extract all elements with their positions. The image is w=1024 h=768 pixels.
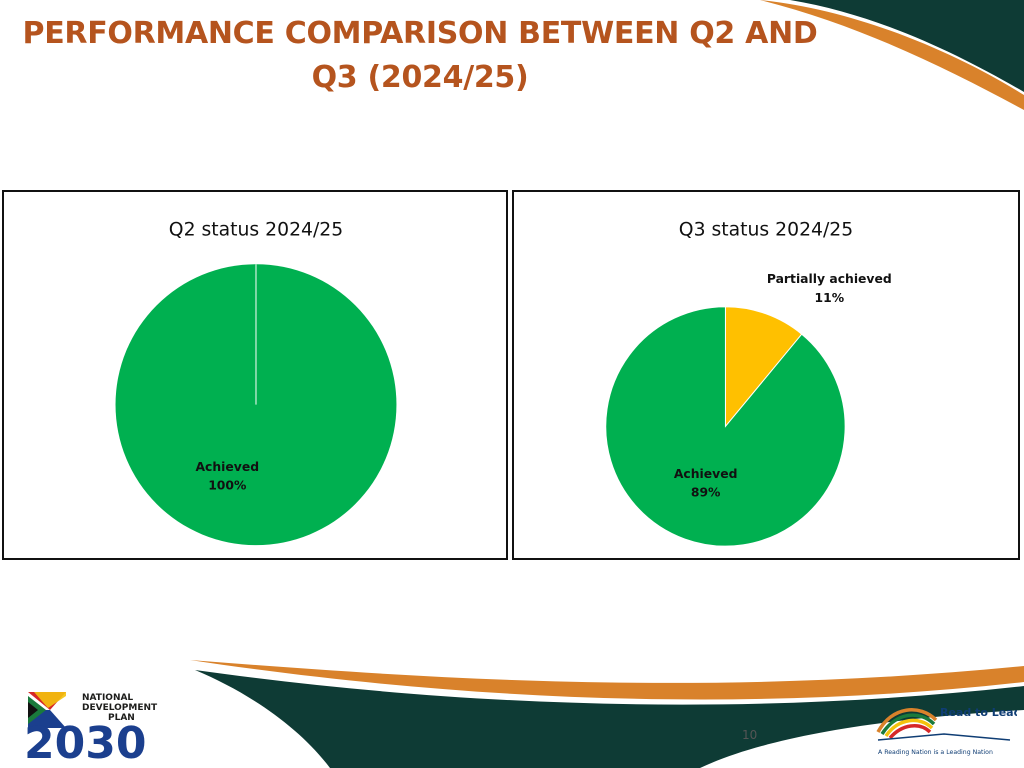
ndp-2030-logo: NATIONAL DEVELOPMENT PLAN 2030 (24, 692, 158, 760)
bottom-decoration (190, 660, 1024, 768)
bottom-orange-swoosh (190, 660, 1024, 700)
q3-label-achieved-category: Achieved (674, 467, 738, 481)
page-title: PERFORMANCE COMPARISON BETWEEN Q2 AND Q3… (0, 12, 840, 100)
flag-emblem-icon (28, 692, 66, 728)
read-to-lead-logo: Read to Lead A Reading Nation is a Leadi… (876, 706, 1017, 756)
bottom-white-mask (700, 710, 1024, 768)
top-dark-swoosh (790, 0, 1024, 92)
top-decoration (760, 0, 1024, 110)
page-number: 10 (742, 728, 758, 742)
ndp-line-3: PLAN (108, 713, 135, 723)
q3-chart-panel: Q3 status 2024/25 Partially achieved 11% Ac… (512, 190, 1020, 560)
read-to-lead-tagline: A Reading Nation is a Leading Nation (878, 749, 993, 756)
q3-label-partially-achieved-percent: 11% (815, 291, 845, 305)
q2-chart-panel: Q2 status 2024/25 Achieved 100% (2, 190, 508, 560)
q3-slice-partially-achieved (724, 306, 803, 428)
q3-label-partially-achieved-category: Partially achieved (767, 272, 892, 286)
q2-label-achieved-percent: 100% (208, 479, 246, 493)
q2-label-achieved-category: Achieved (195, 460, 259, 474)
q3-label-achieved-percent: 89% (691, 486, 721, 500)
q3-slice-achieved (605, 306, 846, 547)
q3-chart-title: Q3 status 2024/25 (679, 220, 853, 241)
q2-chart-title: Q2 status 2024/25 (169, 220, 343, 241)
ndp-year: 2030 (24, 718, 146, 760)
ndp-line-2: DEVELOPMENT (82, 703, 158, 713)
read-to-lead-name: Read to Lead (940, 706, 1017, 719)
page-title-line-1: PERFORMANCE COMPARISON BETWEEN Q2 AND (22, 16, 818, 51)
q3-pie-chart: Q3 status 2024/25 Partially achieved 11% Ac… (605, 220, 892, 547)
open-book-icon (876, 708, 1011, 741)
q2-pie-chart: Q2 status 2024/25 Achieved 100% (115, 220, 397, 546)
ndp-line-1: NATIONAL (82, 693, 133, 703)
page-title-line-2: Q3 (2024/25) (311, 60, 529, 95)
